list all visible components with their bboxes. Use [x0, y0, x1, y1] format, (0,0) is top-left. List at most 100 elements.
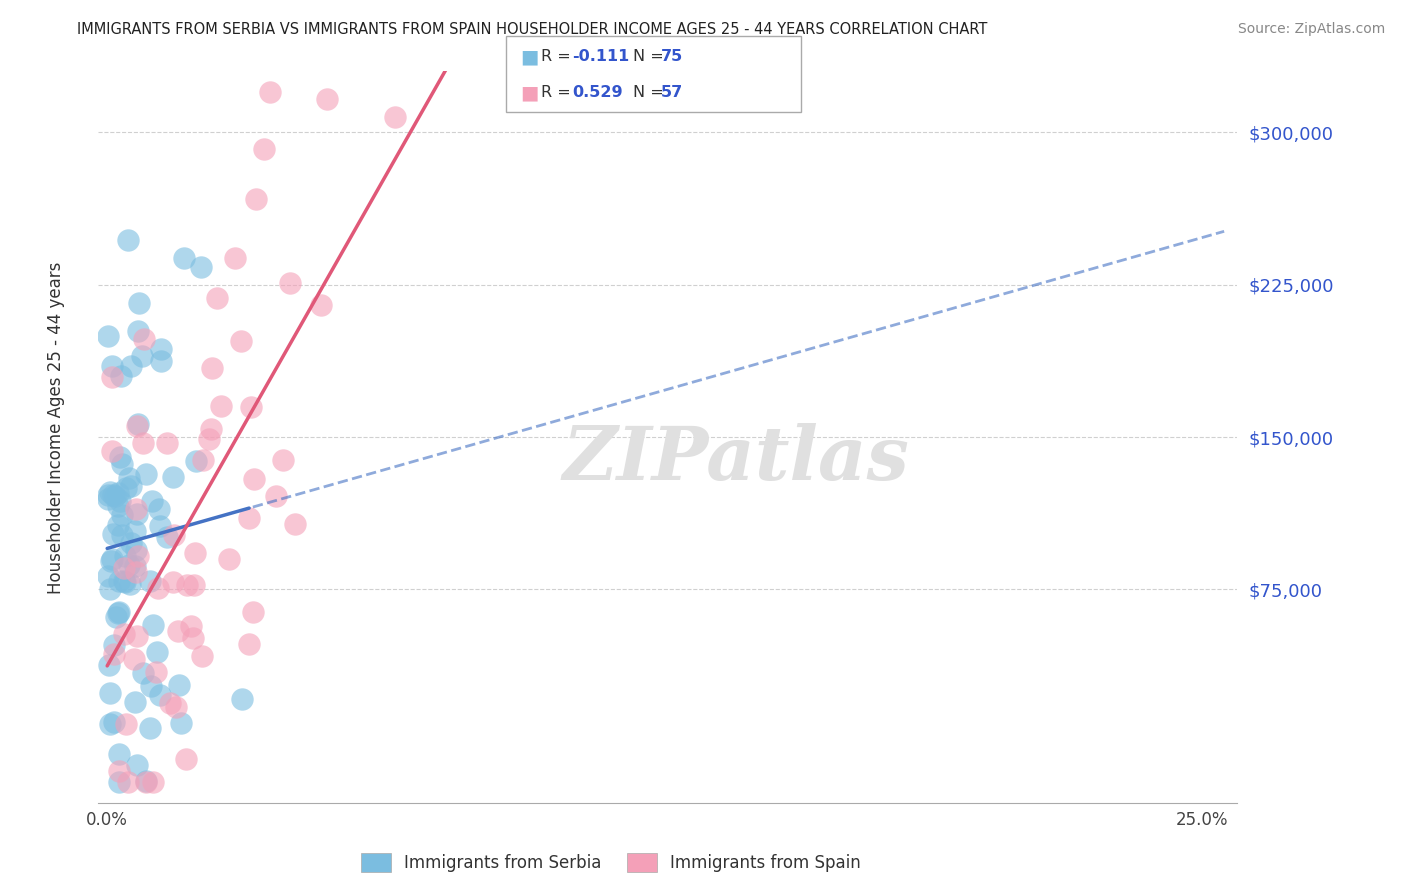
- Point: [103, 647, 125, 661]
- Point: [190, 260, 212, 274]
- Point: [278, 276, 301, 290]
- Point: [181, 631, 204, 645]
- Point: [162, 469, 184, 483]
- Point: [110, 493, 132, 508]
- Point: [110, 450, 132, 464]
- Point: [98, 686, 121, 700]
- Point: [180, 618, 202, 632]
- Point: [127, 324, 149, 338]
- Text: IMMIGRANTS FROM SERBIA VS IMMIGRANTS FROM SPAIN HOUSEHOLDER INCOME AGES 25 - 44 : IMMIGRANTS FROM SERBIA VS IMMIGRANTS FRO…: [77, 22, 987, 37]
- Point: [125, 502, 148, 516]
- Point: [315, 92, 337, 106]
- Point: [110, 458, 132, 472]
- Point: [174, 752, 197, 766]
- Point: [162, 574, 184, 589]
- Point: [117, 775, 139, 789]
- Point: [193, 452, 215, 467]
- Point: [114, 549, 136, 563]
- Point: [135, 467, 157, 481]
- Point: [125, 758, 148, 772]
- Text: R =: R =: [541, 49, 576, 64]
- Point: [100, 443, 122, 458]
- Point: [98, 582, 121, 596]
- Point: [97, 491, 120, 506]
- Point: [209, 399, 232, 413]
- Point: [103, 714, 125, 729]
- Point: [224, 252, 246, 266]
- Point: [108, 747, 131, 761]
- Point: [243, 473, 266, 487]
- Point: [111, 508, 134, 522]
- Point: [120, 359, 142, 373]
- Text: N =: N =: [633, 85, 669, 100]
- Point: [127, 549, 149, 564]
- Point: [112, 561, 135, 575]
- Point: [231, 692, 253, 706]
- Point: [98, 484, 121, 499]
- Point: [156, 530, 179, 544]
- Point: [125, 543, 148, 558]
- Point: [104, 489, 127, 503]
- Text: N =: N =: [633, 49, 669, 64]
- Point: [139, 574, 162, 588]
- Point: [124, 559, 146, 574]
- Point: [100, 554, 122, 568]
- Point: [146, 582, 169, 596]
- Point: [98, 717, 121, 731]
- Point: [162, 528, 184, 542]
- Point: [97, 488, 120, 502]
- Point: [105, 610, 128, 624]
- Point: [111, 528, 134, 542]
- Point: [127, 419, 149, 434]
- Point: [231, 334, 253, 349]
- Point: [124, 524, 146, 539]
- Point: [124, 696, 146, 710]
- Point: [107, 486, 129, 500]
- Point: [309, 297, 332, 311]
- Point: [103, 638, 125, 652]
- Point: [138, 721, 160, 735]
- Point: [107, 606, 129, 620]
- Point: [110, 368, 132, 383]
- Point: [108, 764, 131, 778]
- Text: ■: ■: [520, 47, 538, 66]
- Point: [101, 552, 124, 566]
- Point: [167, 678, 190, 692]
- Point: [115, 717, 138, 731]
- Point: [184, 546, 207, 560]
- Point: [284, 517, 307, 532]
- Point: [107, 775, 129, 789]
- Text: ■: ■: [520, 83, 538, 102]
- Point: [101, 359, 124, 373]
- Text: -0.111: -0.111: [572, 49, 630, 64]
- Point: [149, 519, 172, 533]
- Point: [131, 349, 153, 363]
- Point: [139, 679, 162, 693]
- Point: [142, 618, 165, 632]
- Point: [97, 568, 120, 582]
- Point: [149, 342, 172, 356]
- Point: [238, 510, 260, 524]
- Point: [150, 353, 173, 368]
- Point: [100, 369, 122, 384]
- Point: [107, 499, 129, 513]
- Text: Householder Income Ages 25 - 44 years: Householder Income Ages 25 - 44 years: [48, 262, 65, 594]
- Point: [384, 111, 406, 125]
- Point: [165, 700, 187, 714]
- Point: [131, 666, 153, 681]
- Point: [142, 775, 165, 789]
- Point: [118, 576, 141, 591]
- Point: [173, 251, 195, 265]
- Point: [112, 574, 135, 588]
- Point: [108, 605, 131, 619]
- Point: [259, 85, 281, 99]
- Point: [169, 716, 191, 731]
- Point: [101, 527, 124, 541]
- Legend: Immigrants from Serbia, Immigrants from Spain: Immigrants from Serbia, Immigrants from …: [354, 846, 868, 879]
- Point: [205, 291, 228, 305]
- Point: [159, 696, 181, 710]
- Text: 57: 57: [661, 85, 683, 100]
- Point: [117, 233, 139, 247]
- Point: [141, 494, 163, 508]
- Point: [101, 488, 124, 502]
